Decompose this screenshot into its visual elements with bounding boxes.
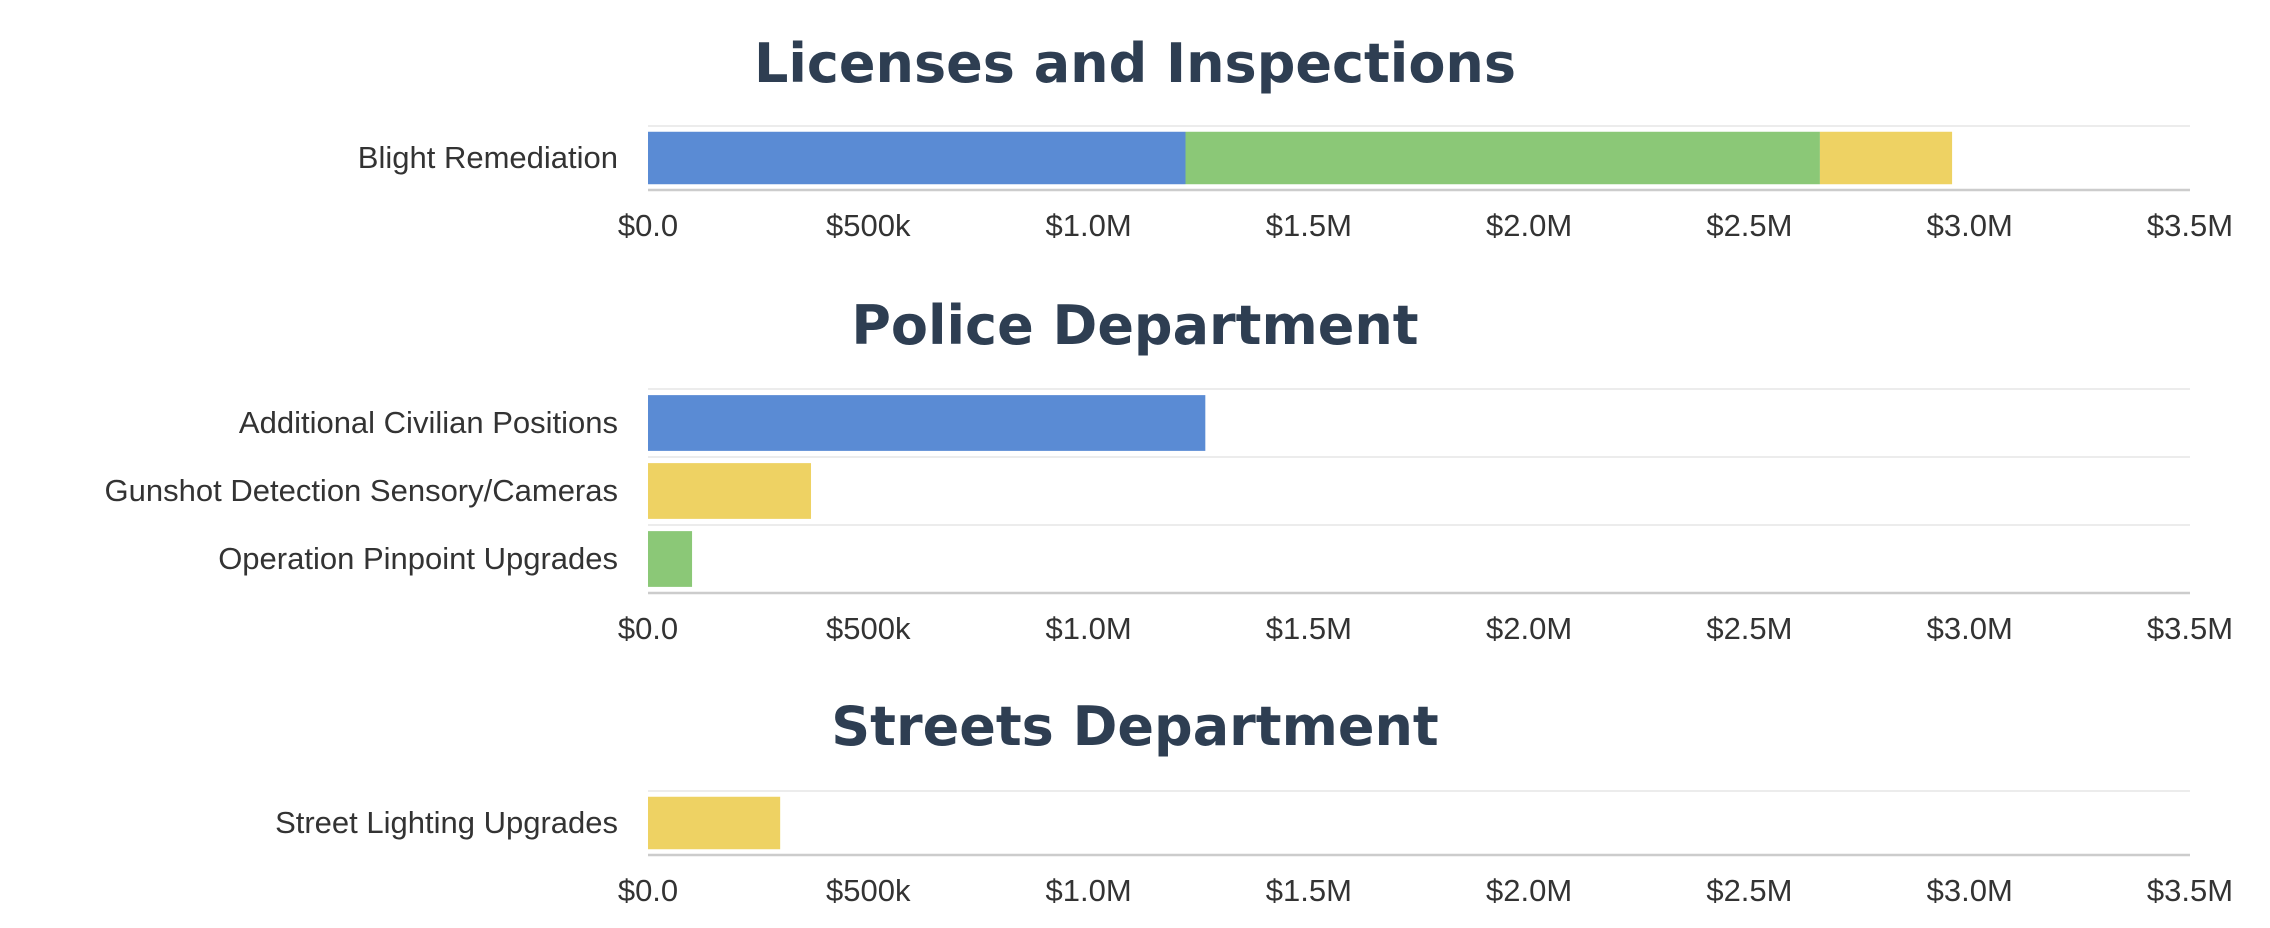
category-label: Additional Civilian Positions: [239, 405, 618, 440]
x-tick-label: $3.5M: [2147, 873, 2233, 908]
category-label: Street Lighting Upgrades: [275, 805, 618, 840]
x-tick-label: $500k: [826, 611, 911, 646]
category-label: Blight Remediation: [358, 140, 618, 175]
x-tick-label: $2.0M: [1486, 873, 1572, 908]
bar-segment: [648, 463, 812, 519]
x-tick-label: $3.0M: [1927, 208, 2013, 243]
chart-2: Police Department Additional Civilian Pos…: [105, 294, 2234, 646]
x-tick-label: $0.0: [618, 208, 678, 243]
x-tick-label: $1.5M: [1266, 611, 1352, 646]
x-tick-label: $3.0M: [1927, 611, 2013, 646]
x-tick-label: $0.0: [618, 873, 678, 908]
chart-3: Streets Department Street Lighting Upgrad…: [275, 695, 2233, 908]
chart-title: Police Department: [851, 294, 1418, 357]
x-tick-label: $2.5M: [1706, 611, 1792, 646]
x-tick-label: $3.5M: [2147, 611, 2233, 646]
x-tick-label: $1.5M: [1266, 873, 1352, 908]
x-tick-label: $3.5M: [2147, 208, 2233, 243]
x-tick-label: $2.0M: [1486, 208, 1572, 243]
x-tick-label: $1.0M: [1045, 208, 1131, 243]
x-tick-label: $2.5M: [1706, 873, 1792, 908]
bar-segment: [648, 395, 1206, 451]
bar-segment: [1185, 131, 1820, 185]
x-tick-label: $500k: [826, 873, 911, 908]
x-tick-label: $3.0M: [1927, 873, 2013, 908]
x-tick-label: $500k: [826, 208, 911, 243]
chart-title: Streets Department: [831, 695, 1438, 758]
x-tick-label: $1.5M: [1266, 208, 1352, 243]
x-tick-label: $2.5M: [1706, 208, 1792, 243]
x-tick-label: $0.0: [618, 611, 678, 646]
x-tick-label: $2.0M: [1486, 611, 1572, 646]
bar-segment: [648, 796, 781, 850]
x-tick-label: $1.0M: [1045, 873, 1131, 908]
x-tick-label: $1.0M: [1045, 611, 1131, 646]
bar-segment: [648, 531, 693, 587]
bar-segment: [648, 131, 1186, 185]
chart-1: Licenses and Inspections Blight Remediati…: [358, 32, 2233, 243]
chart-title: Licenses and Inspections: [754, 32, 1516, 95]
bar-segment: [1819, 131, 1953, 185]
category-label: Operation Pinpoint Upgrades: [218, 541, 618, 576]
category-label: Gunshot Detection Sensory/Cameras: [105, 473, 618, 508]
